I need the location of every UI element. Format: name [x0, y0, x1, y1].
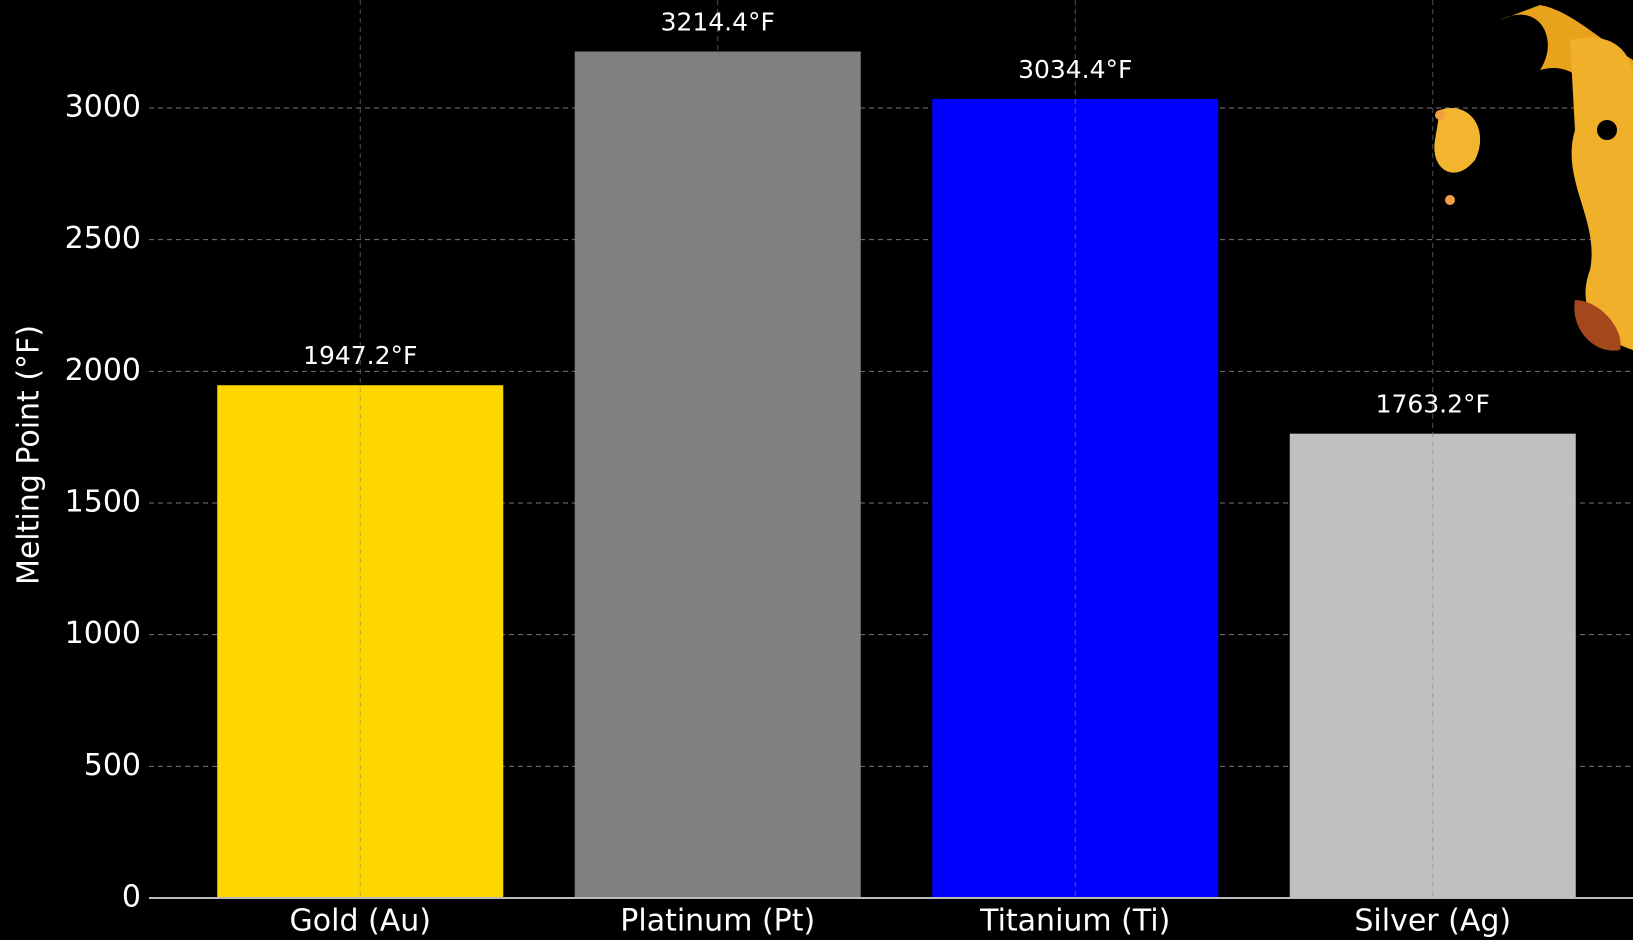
value-label: 1763.2°F: [1376, 390, 1490, 419]
y-tick-label: 2500: [65, 221, 141, 256]
y-tick-label: 0: [122, 880, 141, 915]
y-tick-label: 1500: [65, 484, 141, 519]
y-tick-label: 1000: [65, 616, 141, 651]
y-tick-label: 3000: [65, 89, 141, 124]
x-tick-label: Platinum (Pt): [620, 904, 815, 939]
y-axis-label: Melting Point (°F): [12, 325, 47, 585]
x-tick-label: Silver (Ag): [1354, 904, 1511, 939]
x-tick-label: Titanium (Ti): [979, 904, 1170, 939]
y-tick-label: 2000: [65, 353, 141, 388]
x-tick-label: Gold (Au): [290, 904, 431, 939]
y-tick-label: 500: [84, 748, 141, 783]
value-label: 3034.4°F: [1018, 55, 1132, 84]
bar: [574, 51, 861, 899]
decoration: [1434, 5, 1633, 351]
